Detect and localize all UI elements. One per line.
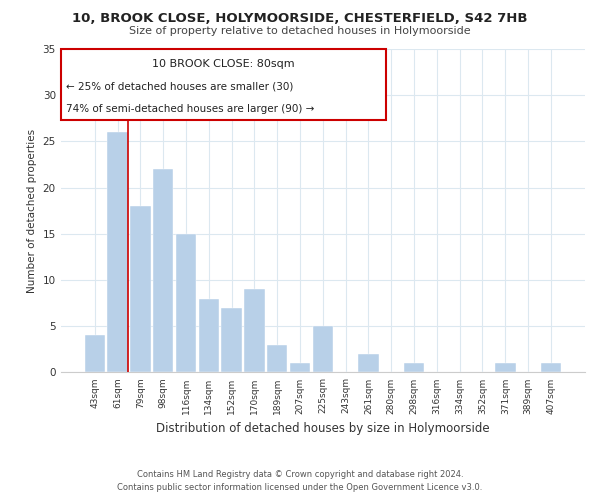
Bar: [61, 49, 386, 120]
Bar: [267, 344, 287, 372]
Bar: [130, 206, 151, 372]
Text: 74% of semi-detached houses are larger (90) →: 74% of semi-detached houses are larger (…: [66, 104, 314, 114]
Bar: [107, 132, 128, 372]
Bar: [199, 298, 219, 372]
Bar: [244, 290, 265, 372]
Bar: [541, 363, 561, 372]
Bar: [404, 363, 424, 372]
Bar: [85, 336, 105, 372]
Bar: [495, 363, 515, 372]
Bar: [313, 326, 333, 372]
Bar: [358, 354, 379, 372]
Text: 10 BROOK CLOSE: 80sqm: 10 BROOK CLOSE: 80sqm: [152, 58, 295, 68]
Bar: [221, 308, 242, 372]
Text: 10, BROOK CLOSE, HOLYMOORSIDE, CHESTERFIELD, S42 7HB: 10, BROOK CLOSE, HOLYMOORSIDE, CHESTERFI…: [72, 12, 528, 26]
Y-axis label: Number of detached properties: Number of detached properties: [27, 128, 37, 293]
Text: ← 25% of detached houses are smaller (30): ← 25% of detached houses are smaller (30…: [66, 82, 293, 92]
Bar: [153, 169, 173, 372]
X-axis label: Distribution of detached houses by size in Holymoorside: Distribution of detached houses by size …: [156, 422, 490, 435]
Bar: [176, 234, 196, 372]
Text: Contains HM Land Registry data © Crown copyright and database right 2024.
Contai: Contains HM Land Registry data © Crown c…: [118, 470, 482, 492]
Text: Size of property relative to detached houses in Holymoorside: Size of property relative to detached ho…: [129, 26, 471, 36]
Bar: [290, 363, 310, 372]
